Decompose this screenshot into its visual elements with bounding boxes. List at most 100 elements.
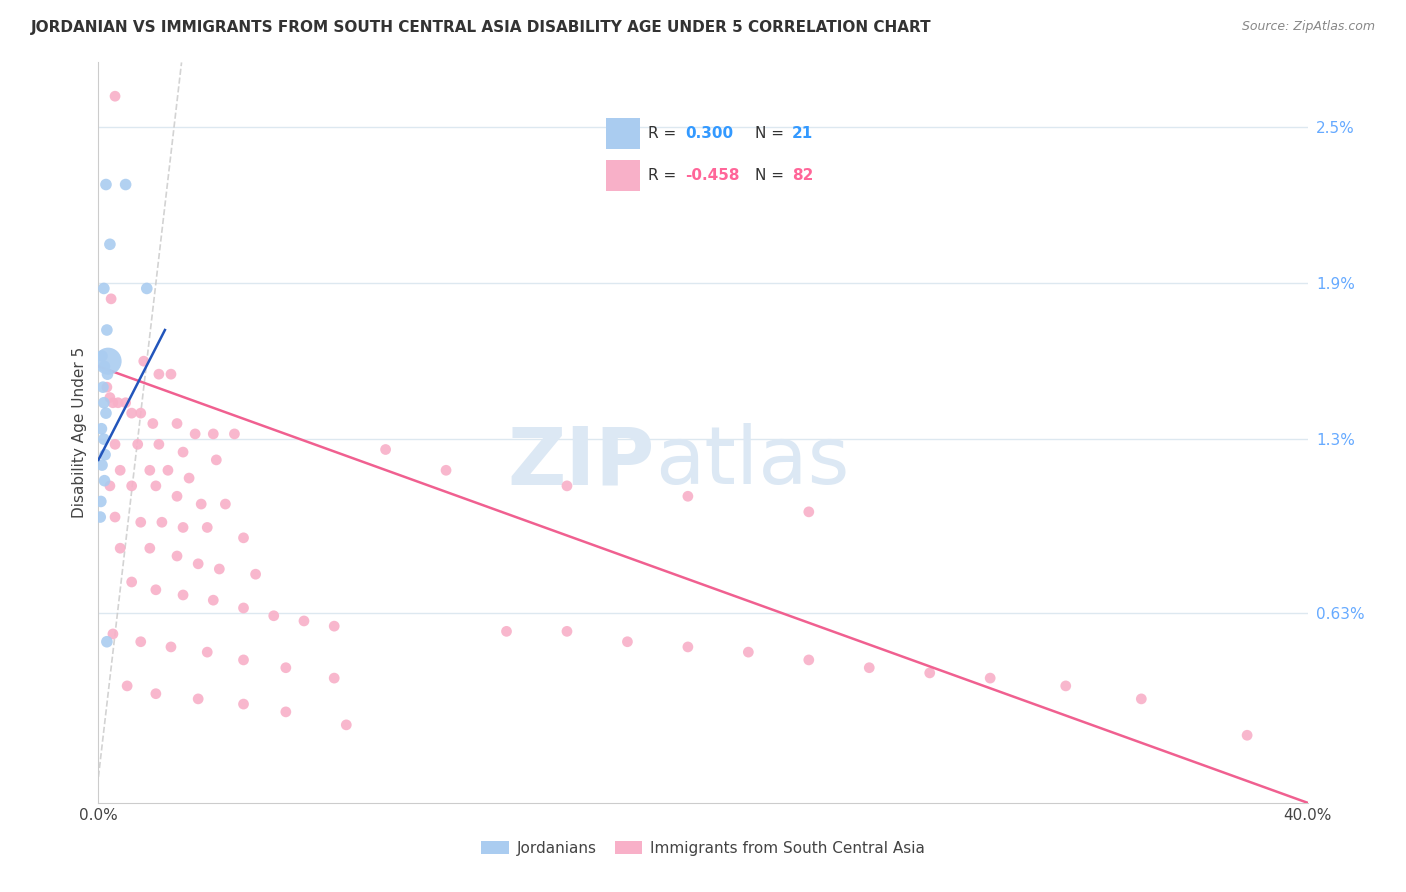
- Point: [96, 323, 118, 337]
- Point: [1054, 679, 1077, 693]
- FancyBboxPatch shape: [606, 119, 640, 149]
- Point: [98, 479, 121, 493]
- Text: 82: 82: [792, 168, 813, 183]
- Point: [205, 453, 228, 467]
- Point: [1130, 692, 1153, 706]
- Point: [214, 497, 236, 511]
- Point: [129, 406, 152, 420]
- Point: [202, 426, 225, 441]
- Point: [121, 406, 143, 420]
- Point: [676, 640, 699, 654]
- Point: [91, 349, 114, 363]
- Point: [93, 432, 115, 446]
- Text: R =: R =: [648, 126, 682, 141]
- Text: Source: ZipAtlas.com: Source: ZipAtlas.com: [1241, 20, 1375, 33]
- Point: [434, 463, 457, 477]
- Point: [135, 281, 157, 295]
- Point: [96, 380, 118, 394]
- Point: [129, 634, 152, 648]
- Point: [94, 406, 117, 420]
- Point: [93, 359, 115, 374]
- Point: [187, 557, 209, 571]
- Point: [104, 89, 127, 103]
- Point: [323, 671, 346, 685]
- Point: [93, 281, 115, 295]
- Text: JORDANIAN VS IMMIGRANTS FROM SOUTH CENTRAL ASIA DISABILITY AGE UNDER 5 CORRELATI: JORDANIAN VS IMMIGRANTS FROM SOUTH CENTR…: [31, 20, 932, 35]
- Point: [202, 593, 225, 607]
- Point: [797, 505, 820, 519]
- Point: [107, 396, 129, 410]
- Point: [148, 437, 170, 451]
- Point: [142, 417, 165, 431]
- Point: [195, 645, 218, 659]
- Point: [93, 396, 115, 410]
- Text: -0.458: -0.458: [685, 168, 740, 183]
- Point: [100, 292, 122, 306]
- Point: [94, 448, 117, 462]
- Point: [156, 463, 179, 477]
- Point: [96, 634, 118, 648]
- Point: [232, 653, 254, 667]
- Point: [208, 562, 231, 576]
- Text: ZIP: ZIP: [508, 423, 655, 501]
- Point: [166, 417, 188, 431]
- Point: [90, 422, 112, 436]
- Point: [374, 442, 396, 457]
- Point: [232, 601, 254, 615]
- Point: [114, 396, 136, 410]
- Point: [232, 531, 254, 545]
- Point: [115, 679, 138, 693]
- Point: [245, 567, 267, 582]
- Point: [139, 541, 162, 556]
- Point: [145, 687, 167, 701]
- Point: [737, 645, 759, 659]
- Point: [1236, 728, 1258, 742]
- Point: [132, 354, 155, 368]
- Text: R =: R =: [648, 168, 682, 183]
- Point: [263, 608, 285, 623]
- Point: [190, 497, 212, 511]
- Text: 21: 21: [792, 126, 813, 141]
- Text: N =: N =: [755, 126, 789, 141]
- Point: [98, 391, 121, 405]
- Point: [114, 178, 136, 192]
- Point: [90, 494, 112, 508]
- Point: [232, 697, 254, 711]
- Point: [108, 541, 131, 556]
- Point: [145, 582, 167, 597]
- Point: [187, 692, 209, 706]
- Point: [195, 520, 218, 534]
- Point: [139, 463, 162, 477]
- Point: [172, 445, 194, 459]
- Legend: Jordanians, Immigrants from South Central Asia: Jordanians, Immigrants from South Centra…: [475, 835, 931, 862]
- Point: [555, 624, 578, 639]
- Point: [676, 489, 699, 503]
- Point: [172, 588, 194, 602]
- Point: [101, 627, 124, 641]
- Point: [179, 471, 201, 485]
- Point: [104, 437, 127, 451]
- Point: [495, 624, 517, 639]
- Point: [89, 510, 111, 524]
- Point: [108, 463, 131, 477]
- Point: [335, 718, 357, 732]
- Point: [98, 237, 121, 252]
- Text: N =: N =: [755, 168, 789, 183]
- Point: [172, 520, 194, 534]
- Point: [127, 437, 149, 451]
- Point: [274, 705, 297, 719]
- Point: [94, 178, 117, 192]
- Point: [93, 474, 115, 488]
- Point: [160, 367, 183, 381]
- Point: [323, 619, 346, 633]
- Point: [97, 354, 120, 368]
- Point: [616, 634, 638, 648]
- Point: [91, 380, 114, 394]
- Text: atlas: atlas: [655, 423, 849, 501]
- Point: [166, 549, 188, 563]
- Point: [797, 653, 820, 667]
- Point: [121, 479, 143, 493]
- Point: [918, 665, 941, 680]
- Point: [858, 661, 880, 675]
- Point: [96, 367, 118, 381]
